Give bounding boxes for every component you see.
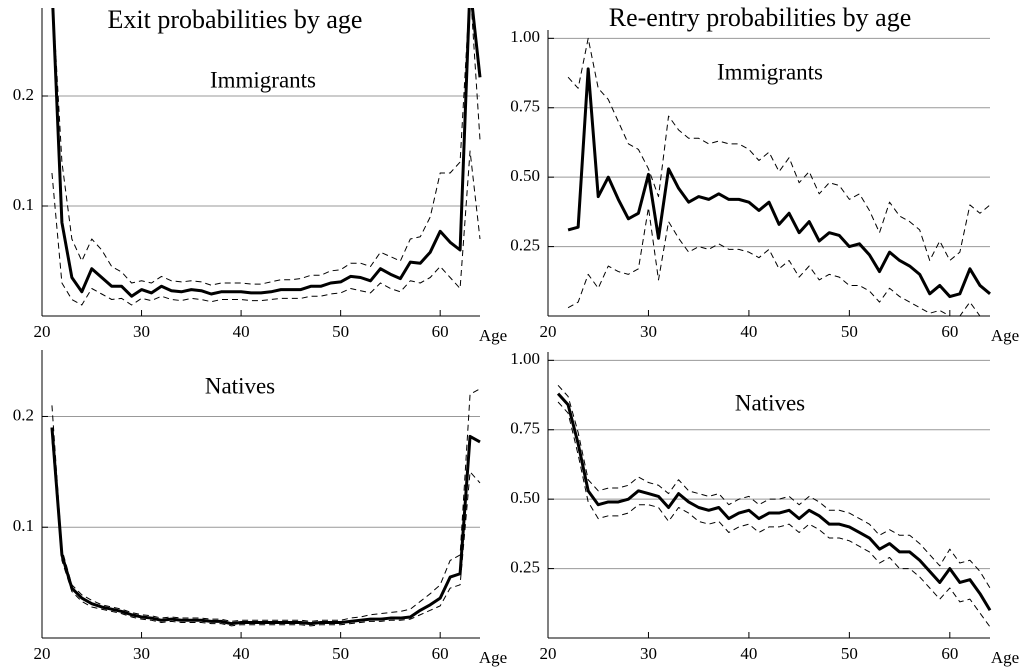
x-axis-label: Age <box>479 648 507 667</box>
x-tick-label: 20 <box>34 322 51 341</box>
y-tick-label: 0.75 <box>510 97 540 116</box>
x-tick-label: 30 <box>640 644 657 663</box>
x-axis-label: Age <box>479 326 507 345</box>
confidence-band-line <box>567 37 991 261</box>
y-tick-label: 1.00 <box>510 27 540 46</box>
x-tick-label: 60 <box>432 322 449 341</box>
x-tick-label: 50 <box>332 644 349 663</box>
x-tick-label: 30 <box>640 322 657 341</box>
panel-label: Immigrants <box>717 59 823 84</box>
chart-title: Exit probabilities by age <box>108 5 363 34</box>
x-tick-label: 30 <box>133 644 150 663</box>
x-tick-label: 20 <box>540 322 557 341</box>
x-tick-label: 20 <box>540 644 557 663</box>
x-tick-label: 50 <box>841 644 858 663</box>
x-axis-label: Age <box>991 326 1019 345</box>
x-axis-label: Age <box>991 648 1019 667</box>
chart-panel: 0.25 0.50 0.75 1.00 20 30 40 50 60 Age Re-entry pr… <box>510 3 1019 345</box>
estimate-line <box>50 427 481 626</box>
chart-panel: 0.1 0.2 20 30 40 50 60 Age Exit probabilities by… <box>13 5 507 345</box>
confidence-band-line <box>567 207 990 316</box>
y-tick-label: 0.50 <box>510 488 540 507</box>
x-tick-label: 60 <box>941 322 958 341</box>
chart-title: Re-entry probabilities by age <box>609 3 912 32</box>
x-tick-label: 40 <box>740 322 757 341</box>
x-tick-label: 50 <box>841 322 858 341</box>
panel-label: Immigrants <box>210 67 316 92</box>
y-tick-label: 0.1 <box>13 516 34 535</box>
x-tick-label: 40 <box>233 322 250 341</box>
x-tick-label: 30 <box>133 322 150 341</box>
chart-panel: 0.1 0.2 20 30 40 50 60 Age Natives <box>13 350 507 667</box>
y-tick-label: 0.2 <box>13 85 34 104</box>
x-tick-label: 50 <box>332 322 349 341</box>
x-tick-label: 40 <box>233 644 250 663</box>
estimate-line <box>567 67 991 299</box>
x-tick-label: 60 <box>941 644 958 663</box>
y-tick-label: 0.1 <box>13 195 34 214</box>
panel-label: Natives <box>205 373 275 398</box>
estimate-line <box>51 8 482 298</box>
y-tick-label: 1.00 <box>510 349 540 368</box>
confidence-band-line <box>52 8 481 286</box>
y-tick-label: 0.25 <box>510 557 540 576</box>
panel-label: Natives <box>735 390 805 415</box>
x-tick-label: 60 <box>432 644 449 663</box>
x-tick-label: 20 <box>34 644 51 663</box>
confidence-band-line <box>557 384 991 589</box>
estimate-line <box>556 392 992 612</box>
chart-panel: 0.25 0.50 0.75 1.00 20 30 40 50 60 Age Natives <box>510 349 1019 667</box>
x-tick-label: 40 <box>740 644 757 663</box>
confidence-band-line <box>51 150 481 306</box>
confidence-band-line <box>51 438 481 627</box>
y-tick-label: 0.25 <box>510 235 540 254</box>
y-tick-label: 0.50 <box>510 166 540 185</box>
y-tick-label: 0.2 <box>13 405 34 424</box>
y-tick-label: 0.75 <box>510 419 540 438</box>
confidence-band-line <box>51 388 481 622</box>
